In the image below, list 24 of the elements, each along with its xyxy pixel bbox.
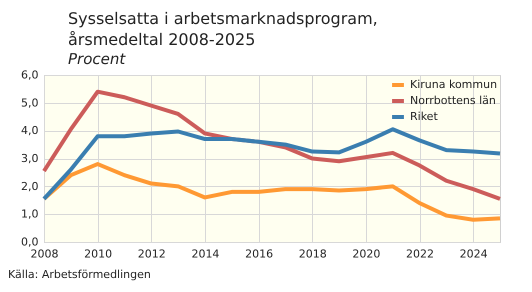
y-tick-label: 0,0 (21, 236, 38, 248)
x-tick-label: 2008 (30, 248, 58, 260)
chart-subtitle: Procent (68, 50, 126, 68)
x-tick-label: 2020 (352, 248, 380, 260)
legend-label: Riket (410, 110, 438, 123)
y-tick-label: 1,0 (21, 208, 38, 221)
x-tick-label: 2016 (245, 248, 274, 260)
legend-label: Kiruna kommun (410, 78, 498, 91)
chart-title: Sysselsatta i arbetsmarknadsprogram, årsmedeltal 2008-2025 (68, 8, 378, 50)
x-tick-label: 2022 (406, 248, 434, 260)
line-series (42, 127, 502, 201)
text: Källa: Arbetsförmedlingen (8, 268, 151, 281)
y-tick-label: 4,0 (21, 124, 38, 138)
x-tick-label: 2024 (460, 248, 488, 260)
x-tick-label: 2014 (191, 248, 220, 260)
x-tick-label: 2010 (84, 248, 112, 260)
y-tick-label: 5,0 (21, 96, 38, 110)
y-tick-label: 3,0 (21, 152, 38, 165)
legend-label: Norrbottens län (410, 94, 496, 107)
x-tick-label: 2012 (138, 248, 166, 260)
y-tick-label: 6,0 (21, 68, 38, 82)
line-series (42, 162, 502, 222)
x-tick-label: 2018 (298, 248, 327, 260)
y-tick-label: 2,0 (21, 180, 38, 193)
